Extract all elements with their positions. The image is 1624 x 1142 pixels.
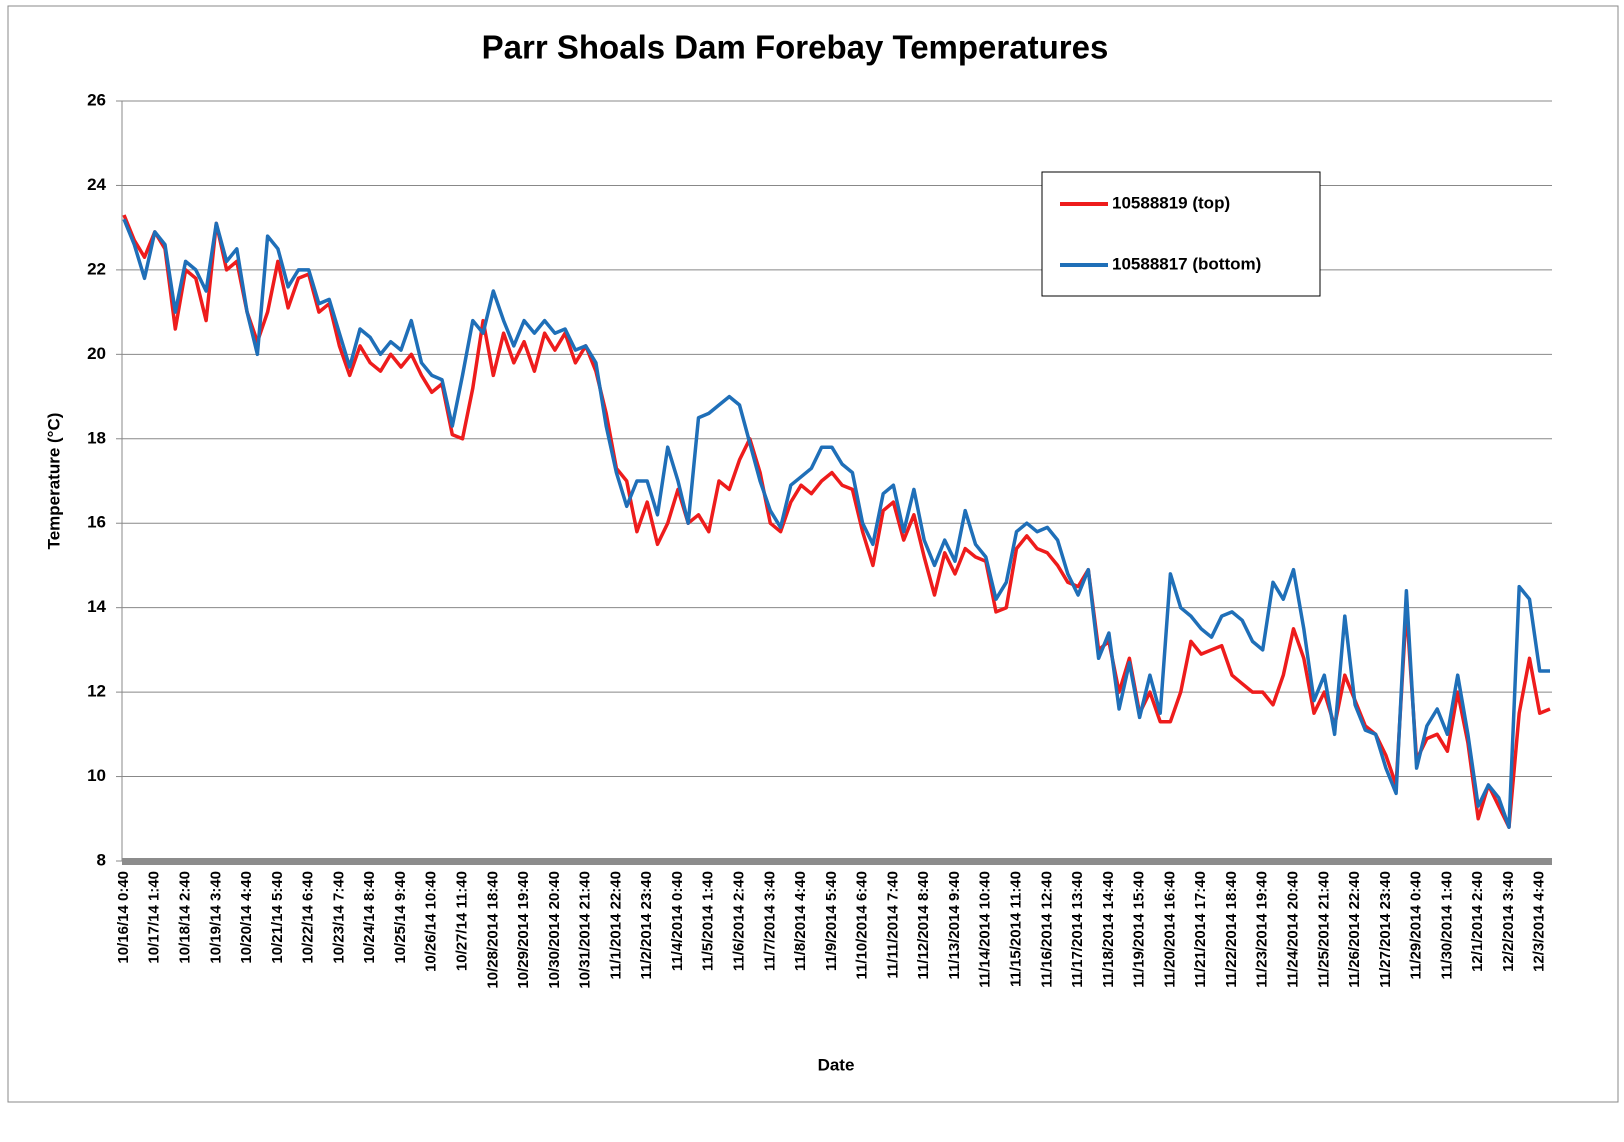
x-tick-label: 10/21/14 5:40 — [269, 871, 286, 964]
x-tick-label: 11/17/2014 13:40 — [1069, 871, 1086, 988]
x-tick-label: 10/24/14 8:40 — [361, 871, 378, 964]
x-tick-label: 11/12/2014 8:40 — [915, 871, 932, 979]
y-tick-label: 22 — [87, 259, 106, 278]
x-tick-label: 10/16/14 0:40 — [115, 871, 132, 964]
x-tick-label: 10/30/2014 20:40 — [546, 871, 563, 989]
y-axis-label: Temperature (°C) — [44, 413, 63, 550]
x-tick-label: 10/25/14 9:40 — [392, 871, 409, 964]
x-tick-label: 11/27/2014 23:40 — [1377, 871, 1394, 988]
chart-frame — [7, 5, 1619, 1103]
x-tick-label: 12/3/2014 4:40 — [1531, 871, 1548, 972]
x-tick-label: 10/19/14 3:40 — [207, 871, 224, 964]
x-tick-label: 11/13/2014 9:40 — [946, 871, 963, 979]
x-tick-label: 10/26/14 10:40 — [423, 871, 440, 972]
y-tick-label: 18 — [87, 428, 106, 447]
x-tick-label: 10/18/14 2:40 — [177, 871, 194, 964]
series-line — [122, 218, 1550, 829]
legend-label: 10588819 (top) — [1112, 193, 1230, 212]
x-tick-label: 10/27/14 11:40 — [454, 871, 471, 971]
x-tick-label: 11/5/2014 1:40 — [700, 871, 717, 971]
x-tick-label: 11/30/2014 1:40 — [1438, 871, 1455, 979]
x-tick-label: 10/22/14 6:40 — [300, 871, 317, 964]
chart-title: Parr Shoals Dam Forebay Temperatures — [482, 29, 1109, 66]
y-tick-label: 14 — [87, 597, 106, 616]
x-tick-label: 11/8/2014 4:40 — [792, 871, 809, 971]
legend-label: 10588817 (bottom) — [1112, 254, 1261, 273]
x-tick-label: 11/10/2014 6:40 — [854, 871, 871, 979]
y-tick-label: 12 — [87, 682, 106, 701]
y-tick-label: 16 — [87, 513, 106, 532]
y-tick-label: 20 — [87, 344, 106, 363]
series-line — [122, 214, 1551, 829]
y-tick-label: 24 — [87, 175, 106, 194]
x-tick-label: 10/20/14 4:40 — [238, 871, 255, 964]
x-tick-label: 10/23/14 7:40 — [330, 871, 347, 964]
x-tick-label: 12/1/2014 2:40 — [1469, 871, 1486, 972]
x-tick-label: 11/4/2014 0:40 — [669, 871, 686, 971]
x-tick-label: 11/21/2014 17:40 — [1192, 871, 1209, 988]
x-tick-label: 10/31/2014 21:40 — [577, 871, 594, 989]
x-axis-label: Date — [818, 1055, 855, 1074]
y-tick-label: 10 — [87, 766, 106, 785]
x-tick-label: 12/2/2014 3:40 — [1500, 871, 1517, 972]
x-tick-label: 11/20/2014 16:40 — [1161, 871, 1178, 988]
x-tick-label: 10/17/14 1:40 — [146, 871, 163, 964]
y-tick-label: 8 — [97, 850, 106, 869]
x-tick-label: 10/28/2014 18:40 — [484, 871, 501, 989]
x-tick-label: 11/19/2014 15:40 — [1131, 871, 1148, 988]
x-tick-label: 11/24/2014 20:40 — [1284, 871, 1301, 988]
x-tick-label: 11/7/2014 3:40 — [761, 871, 778, 971]
x-tick-label: 11/25/2014 21:40 — [1315, 871, 1332, 988]
x-tick-label: 11/29/2014 0:40 — [1408, 871, 1425, 979]
legend-box — [1041, 171, 1321, 297]
y-tick-label: 26 — [87, 90, 106, 109]
x-tick-label: 11/16/2014 12:40 — [1038, 871, 1055, 988]
x-tick-label: 11/22/2014 18:40 — [1223, 871, 1240, 988]
x-tick-label: 11/1/2014 22:40 — [607, 871, 624, 979]
x-tick-label: 11/11/2014 7:40 — [884, 871, 901, 979]
x-tick-label: 11/9/2014 5:40 — [823, 871, 840, 971]
x-tick-label: 11/15/2014 11:40 — [1008, 871, 1025, 987]
x-tick-label: 11/26/2014 22:40 — [1346, 871, 1363, 988]
x-tick-label: 11/14/2014 10:40 — [977, 871, 994, 988]
x-tick-label: 11/18/2014 14:40 — [1100, 871, 1117, 988]
x-tick-label: 11/23/2014 19:40 — [1254, 871, 1271, 988]
x-tick-label: 10/29/2014 19:40 — [515, 871, 532, 989]
x-tick-label: 11/2/2014 23:40 — [638, 871, 655, 979]
x-tick-label: 11/6/2014 2:40 — [731, 871, 748, 971]
x-axis — [122, 858, 1552, 865]
